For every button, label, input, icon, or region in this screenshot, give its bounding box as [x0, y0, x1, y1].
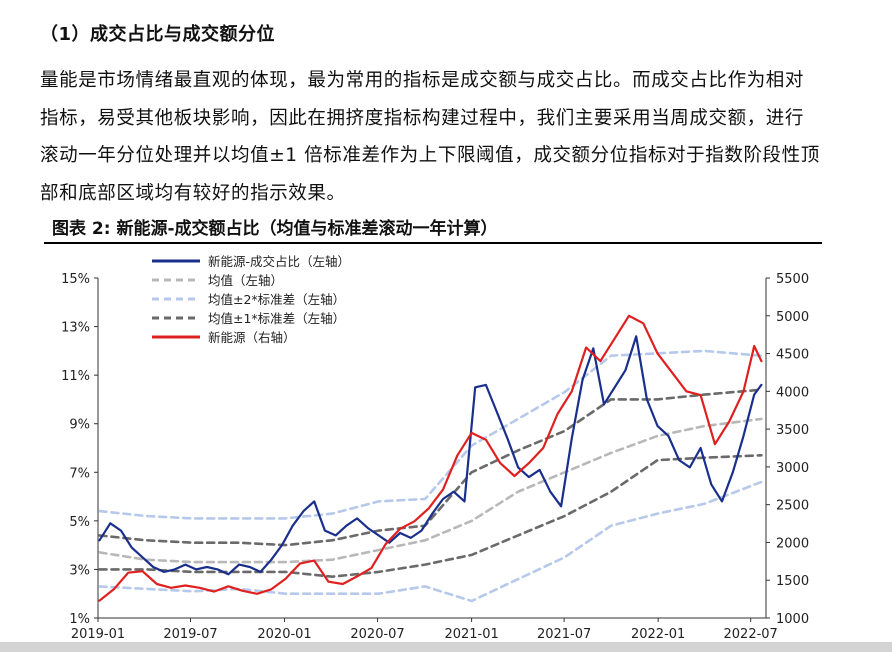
left-tick-label: 13% [61, 321, 90, 336]
figure-title: 图表 2: 新能源-成交额占比（均值与标准差滚动一年计算） [52, 219, 498, 239]
legend-label: 均值±1*标准差（左轴） [208, 311, 345, 326]
dual-axis-line-chart: 1% 3% 5% 7% 9% 11% 13% 15% 1000 1500 2000 2500 3000 3… [61, 254, 809, 642]
x-tick-label: 2022-01 [631, 627, 685, 642]
left-tick-label: 3% [69, 563, 90, 578]
legend-label: 均值±2*标准差（左轴） [208, 292, 345, 307]
left-tick-label: 1% [69, 612, 90, 627]
x-tick-label: 2019-07 [163, 627, 217, 642]
left-tick-label: 7% [69, 466, 90, 481]
series-line [98, 335, 763, 576]
x-tick-label: 2022-07 [724, 627, 778, 642]
right-tick-label: 2000 [776, 536, 809, 551]
series-line [98, 314, 763, 602]
series-line [98, 388, 763, 547]
right-tick-label: 1500 [776, 574, 809, 589]
right-tick-label: 3500 [776, 423, 809, 438]
right-tick-label: 4000 [776, 385, 809, 400]
legend-label: 新能源-成交占比（左轴） [208, 254, 350, 269]
left-tick-label: 11% [61, 369, 90, 384]
left-tick-label: 15% [61, 272, 90, 287]
right-tick-label: 4500 [776, 348, 809, 363]
x-tick-label: 2021-07 [537, 627, 591, 642]
right-tick-label: 3000 [776, 461, 809, 476]
right-tick-label: 5000 [776, 310, 809, 325]
left-tick-label: 9% [69, 418, 90, 433]
taskbar-strip [0, 642, 892, 652]
series-line [98, 454, 763, 579]
right-tick-label: 1000 [776, 612, 809, 627]
series-line [98, 417, 763, 564]
right-tick-label: 5500 [776, 272, 809, 287]
section-heading: （1）成交占比与成交额分位 [40, 24, 276, 45]
figure-title-rule [44, 242, 822, 244]
x-tick-label: 2019-01 [71, 627, 125, 642]
legend-label: 新能源（右轴） [208, 330, 296, 345]
right-tick-label: 2500 [776, 499, 809, 514]
x-tick-label: 2020-01 [257, 627, 311, 642]
x-tick-label: 2020-07 [350, 627, 404, 642]
body-paragraph: 量能是市场情绪最直观的体现，最为常用的指标是成交额与成交占比。而成交占比作为相对… [40, 70, 820, 204]
x-tick-label: 2021-01 [444, 627, 498, 642]
left-tick-label: 5% [69, 515, 90, 530]
legend-label: 均值（左轴） [208, 273, 283, 288]
series-line [98, 349, 763, 520]
